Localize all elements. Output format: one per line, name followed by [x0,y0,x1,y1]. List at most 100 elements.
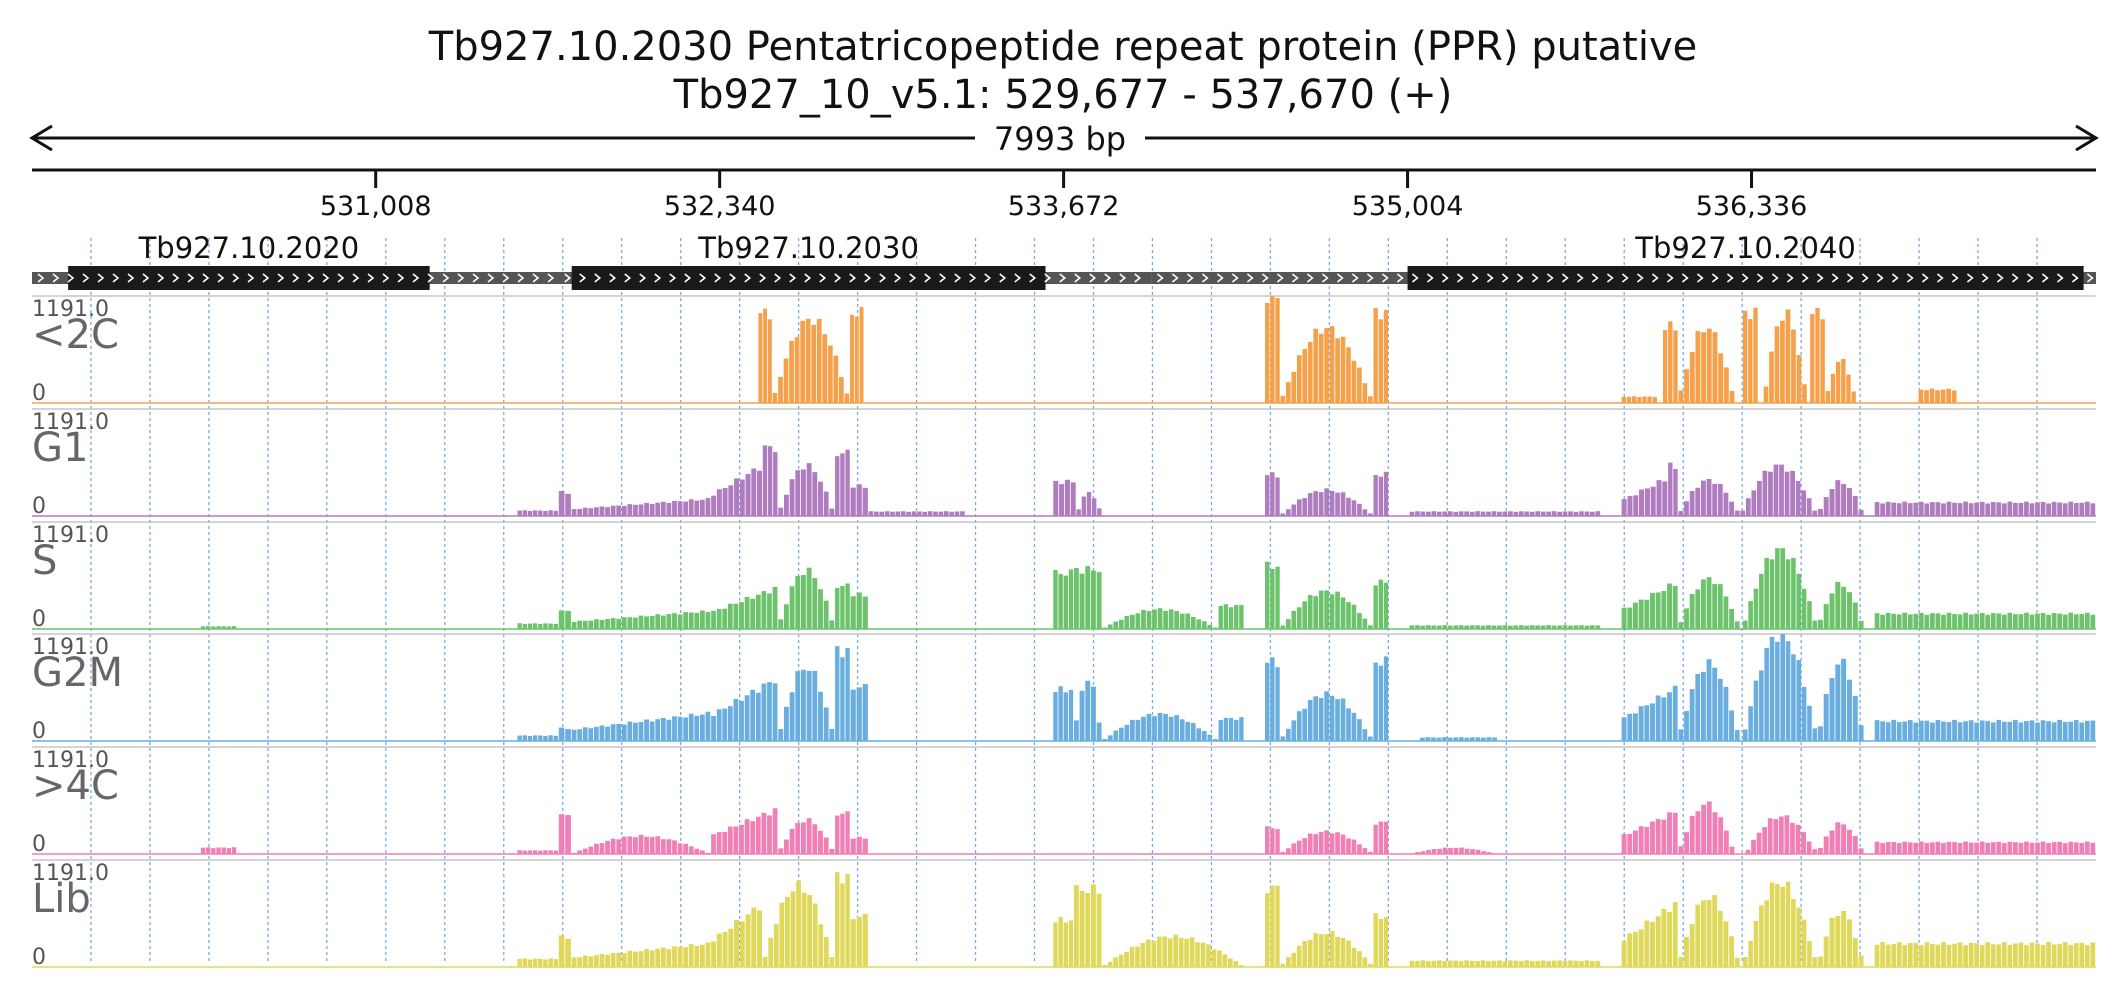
coverage-bar [672,500,677,516]
coverage-bar [1168,609,1174,629]
coverage-bar [856,916,862,967]
coverage-bar [666,614,672,629]
coverage-bar [1357,613,1362,629]
coverage-bar [627,721,633,741]
coverage-bar [1764,900,1769,967]
coverage-bar [1296,711,1302,741]
coverage-bar [1280,851,1286,854]
coverage-bar [943,511,949,516]
coverage-bar [1362,618,1368,629]
coverage-bar [829,957,835,967]
coverage-bar [750,821,756,854]
axis-tick-label: 532,340 [664,191,776,222]
figure-title-line2: Tb927_10_v5.1: 529,677 - 537,670 (+) [673,72,1453,118]
coverage-bar [683,947,689,967]
coverage-bar [694,945,700,967]
coverage-bar [1729,936,1734,967]
coverage-bar [1486,852,1492,854]
coverage-bar [1362,848,1368,854]
coverage-bar [666,839,672,854]
coverage-bar [1373,308,1378,403]
figure-title-line1: Tb927.10.2030 Pentatricopeptide repeat p… [428,24,1697,70]
coverage-bar [1529,960,1535,967]
coverage-bar [1946,501,1952,516]
coverage-bar [1285,728,1291,741]
coverage-bar [1551,511,1557,516]
coverage-bar [1464,960,1469,967]
coverage-bar [734,919,740,967]
coverage-bar [1952,719,1957,741]
coverage-bar [1652,397,1657,403]
coverage-bar [1362,729,1368,741]
coverage-bar [1085,893,1091,967]
coverage-bar [1712,332,1718,403]
coverage-bar [649,615,655,629]
coverage-bar [1234,604,1239,629]
coverage-bar [594,843,599,854]
coverage-bar [1324,830,1329,854]
coverage-bar [1383,582,1389,629]
coverage-bar [1453,511,1459,516]
coverage-bar [783,358,789,403]
coverage-bar [1436,960,1442,967]
axis-tick-label: 533,672 [1008,191,1120,222]
coverage-bar [823,937,829,967]
coverage-bar [1846,679,1852,741]
coverage-bar [1891,502,1897,516]
coverage-bar [1426,625,1431,629]
coverage-bar [2073,842,2079,854]
coverage-bar [1207,624,1213,629]
coverage-bar [1340,937,1346,967]
coverage-bar [558,610,565,629]
coverage-bar [677,946,683,967]
coverage-bar [1213,739,1218,741]
coverage-bar [1791,654,1796,741]
coverage-bar [1633,495,1639,516]
coverage-bar [890,511,895,516]
coverage-bar [2007,944,2013,967]
coverage-bar [1748,601,1753,629]
coverage-bar [1053,480,1059,516]
coverage-bar [1196,619,1202,629]
coverage-bar [1672,812,1678,854]
coverage-bar [1812,728,1818,741]
coverage-bar [795,822,801,854]
coverage-bar [1631,396,1637,403]
coverage-bar [1795,824,1801,854]
coverage-bar [900,511,906,516]
coverage-bar [829,848,835,854]
coverage-bar [1313,596,1319,629]
coverage-bar [683,843,689,854]
coverage-bar [1464,511,1469,516]
coverage-bar [773,452,778,516]
coverage-bar [1447,737,1453,741]
coverage-bar [1852,602,1858,629]
coverage-bar [728,928,734,967]
coverage-bar [1778,816,1784,854]
coverage-bar [1195,942,1200,967]
coverage-bar [594,726,599,741]
coverage-bar [532,510,538,516]
coverage-bar [577,620,583,629]
coverage-bar [1285,382,1291,403]
coverage-bar [1795,480,1801,516]
coverage-bar [1823,836,1829,854]
coverage-bar [1963,841,1968,854]
gridlines [90,238,2038,962]
coverage-bar [1880,942,1885,967]
coverage-bar [582,727,588,741]
coverage-bar [1481,737,1486,741]
coverage-bar [1513,960,1519,967]
coverage-bar [1351,500,1357,516]
coverage-bar [1700,900,1706,967]
coverage-bar [1762,470,1768,516]
coverage-bar [571,622,577,629]
coverage-bar [1785,641,1791,741]
coverage-bar [1678,846,1684,854]
coverage-bar [705,942,711,967]
coverage-bar [1475,960,1480,967]
coverage-bar [1718,817,1724,854]
coverage-bar [1383,656,1389,741]
coverage-bar [1880,721,1885,741]
coverage-bar [1907,614,1913,629]
